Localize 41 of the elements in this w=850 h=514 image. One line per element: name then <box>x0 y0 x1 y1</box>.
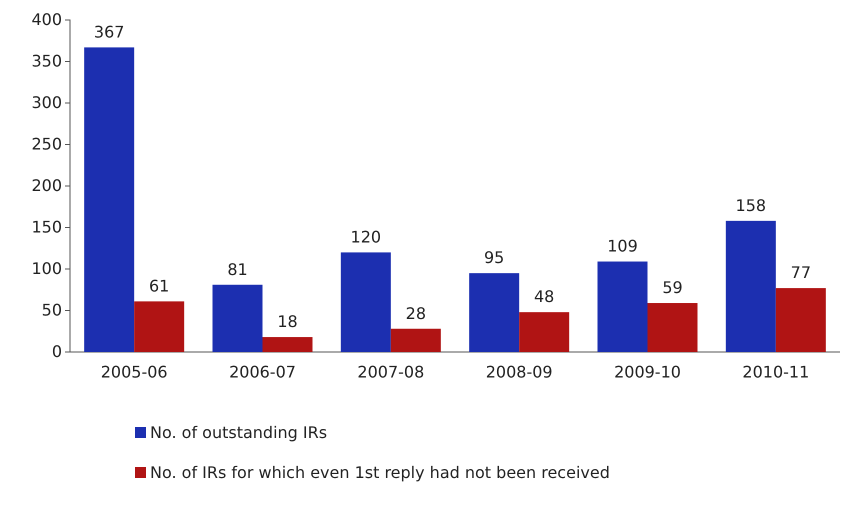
bar <box>340 252 391 352</box>
data-label: 367 <box>94 22 124 42</box>
x-tick-label: 2006-07 <box>229 362 296 382</box>
bar <box>262 337 312 352</box>
x-tick-label: 2007-08 <box>357 362 424 382</box>
x-tick-label: 2008-09 <box>486 362 553 382</box>
data-label: 59 <box>662 278 683 298</box>
y-tick-label: 350 <box>31 52 62 71</box>
bar <box>390 328 441 352</box>
legend-label: No. of IRs for which even 1st reply had not been received <box>150 463 610 482</box>
bar <box>519 312 570 352</box>
data-label: 120 <box>350 227 382 246</box>
y-tick-label: 400 <box>31 10 62 30</box>
x-tick-label: 2009-10 <box>614 362 681 382</box>
bar <box>84 47 134 352</box>
bar <box>212 284 262 352</box>
y-tick-label: 250 <box>31 134 62 154</box>
legend-label: No. of outstanding IRs <box>150 423 328 442</box>
y-tick-label: 300 <box>31 93 62 112</box>
data-label: 95 <box>484 248 504 268</box>
data-label: 77 <box>790 263 812 282</box>
bar <box>776 288 826 352</box>
y-tick-label: 150 <box>31 218 62 237</box>
bar <box>598 262 648 352</box>
data-label: 81 <box>227 260 248 279</box>
bar <box>726 220 776 352</box>
data-label: 28 <box>406 304 426 323</box>
data-label: 48 <box>534 287 554 306</box>
y-tick-label: 200 <box>31 176 62 196</box>
bar <box>469 273 520 352</box>
bar <box>648 303 698 352</box>
data-label: 158 <box>736 196 766 215</box>
bar <box>134 301 184 352</box>
y-tick-label: 100 <box>31 259 62 278</box>
x-tick-label: 2010-11 <box>742 362 810 382</box>
y-tick-label: 50 <box>42 300 62 320</box>
y-tick-label: 0 <box>52 342 62 362</box>
data-label: 61 <box>148 276 170 296</box>
data-label: 109 <box>607 236 638 256</box>
data-label: 18 <box>277 312 298 332</box>
x-tick-label: 2005-06 <box>100 362 168 382</box>
